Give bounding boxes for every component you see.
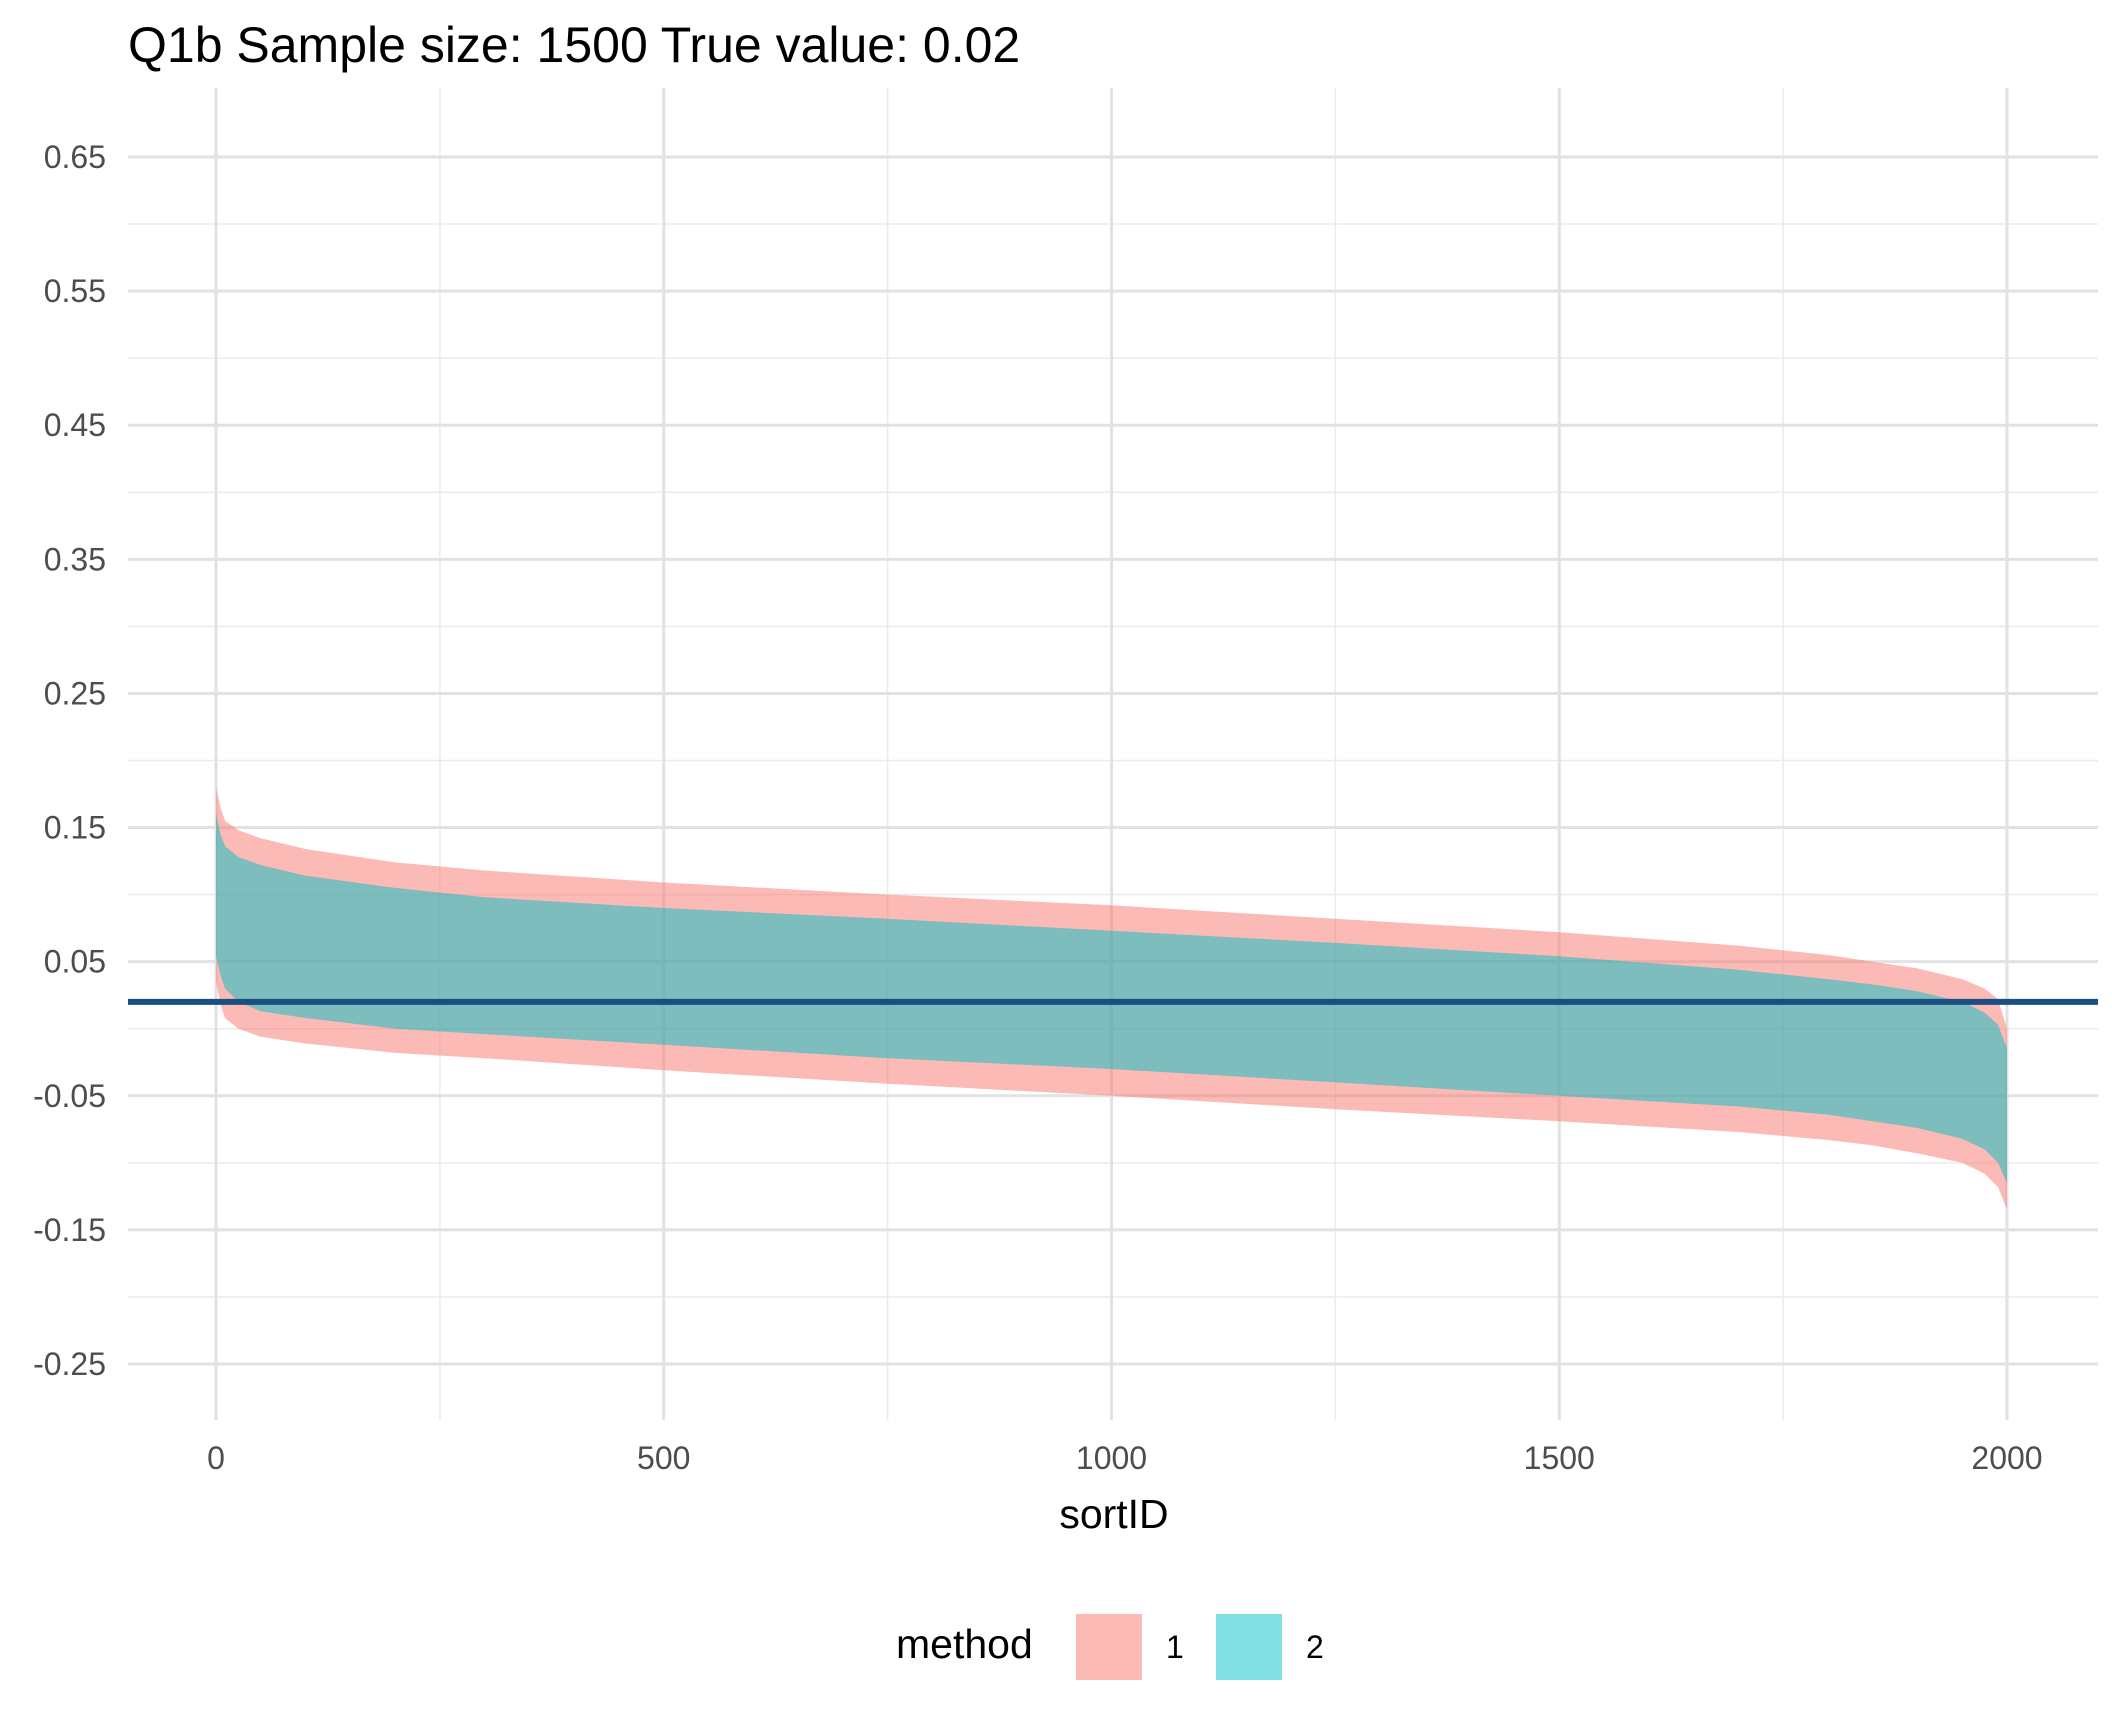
- y-tick-label: 0.65: [44, 139, 106, 175]
- legend-title: method: [896, 1621, 1033, 1667]
- x-tick-label: 0: [207, 1440, 225, 1476]
- x-tick-label: 500: [637, 1440, 690, 1476]
- chart-title: Q1b Sample size: 1500 True value: 0.02: [128, 17, 1020, 73]
- y-tick-label: 0.35: [44, 541, 106, 577]
- major-gridlines: [128, 88, 2098, 1420]
- y-tick-label: -0.05: [33, 1078, 106, 1114]
- legend-key-1: [1076, 1614, 1142, 1680]
- y-tick-label: 0.05: [44, 944, 106, 980]
- x-tick-label: 1500: [1524, 1440, 1595, 1476]
- x-tick-label: 2000: [1971, 1440, 2042, 1476]
- y-tick-label: -0.15: [33, 1212, 106, 1248]
- legend-label-1: 1: [1166, 1629, 1184, 1665]
- series-2-interval-band: [216, 814, 2007, 1183]
- x-axis-tick-labels: 0 500 1000 1500 2000: [207, 1440, 2042, 1476]
- y-tick-label: 0.55: [44, 273, 106, 309]
- legend-key-2: [1216, 1614, 1282, 1680]
- y-tick-label: 0.45: [44, 407, 106, 443]
- y-tick-label: 0.15: [44, 810, 106, 846]
- series-layer: [216, 787, 2007, 1210]
- y-axis-tick-labels: -0.25 -0.15 -0.05 0.05 0.15 0.25 0.35 0.45 0.55 0…: [33, 139, 106, 1382]
- x-axis-title: sortID: [1059, 1491, 1168, 1537]
- x-tick-label: 1000: [1076, 1440, 1147, 1476]
- y-tick-label: -0.25: [33, 1346, 106, 1382]
- legend-label-2: 2: [1306, 1629, 1324, 1665]
- y-tick-label: 0.25: [44, 675, 106, 711]
